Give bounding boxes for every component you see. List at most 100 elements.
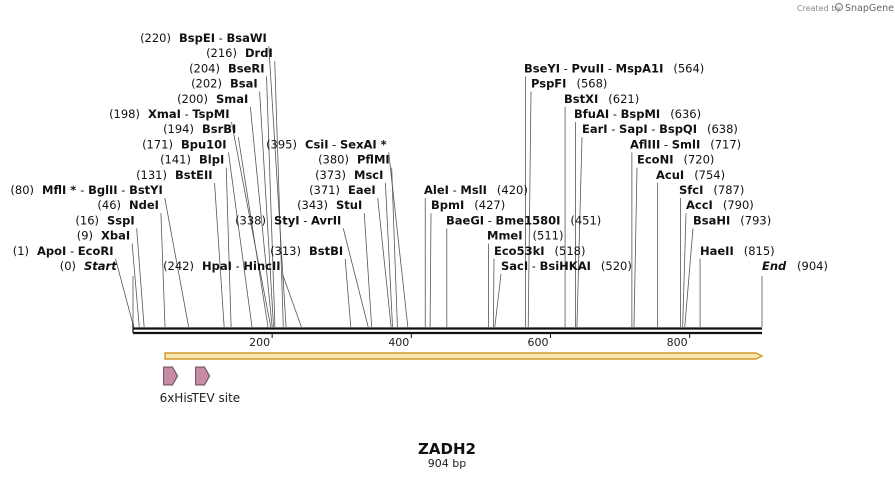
enzyme-name[interactable]: BseRI xyxy=(228,61,265,75)
arrow-right-icon[interactable] xyxy=(195,366,211,386)
site-label[interactable]: HaeII (815) xyxy=(700,244,775,258)
enzyme-name[interactable]: ApoI - EcoRI xyxy=(37,244,114,258)
enzyme-name[interactable]: SacI - BsiHKAI xyxy=(501,259,591,273)
enzyme-name[interactable]: SfcI xyxy=(679,183,703,197)
site-label[interactable]: PspFI (568) xyxy=(531,77,607,91)
site-label[interactable]: BseRI (204) xyxy=(189,61,264,75)
enzyme-name[interactable]: EcoNI xyxy=(637,153,673,167)
site-position: (202) xyxy=(191,77,222,91)
site-label[interactable]: MscI (373) xyxy=(315,168,383,182)
site-label[interactable]: BlpI (141) xyxy=(160,153,224,167)
enzyme-name[interactable]: AleI - MslI xyxy=(424,183,487,197)
site-label[interactable]: BstBI (313) xyxy=(270,244,343,258)
site-label[interactable]: SacI - BsiHKAI (520) xyxy=(501,259,632,273)
enzyme-name-part: MmeI xyxy=(487,229,523,243)
enzyme-name[interactable]: MflI * - BglII - BstYI xyxy=(42,183,163,197)
site-label[interactable]: BsaHI (793) xyxy=(693,213,771,227)
site-label[interactable]: BstEII (131) xyxy=(136,168,212,182)
enzyme-name[interactable]: HpaI - HincII xyxy=(202,259,281,273)
enzyme-name[interactable]: BaeGI - Bme1580I xyxy=(446,213,560,227)
site-label[interactable]: StuI (343) xyxy=(297,198,362,212)
enzyme-name[interactable]: BstXI xyxy=(564,92,598,106)
site-label[interactable]: AflIII - SmlI (717) xyxy=(630,137,741,151)
site-label[interactable]: SfcI (787) xyxy=(679,183,744,197)
enzyme-name[interactable]: AflIII - SmlI xyxy=(630,137,700,151)
arrow-right-icon[interactable] xyxy=(163,366,179,386)
enzyme-name[interactable]: MscI xyxy=(354,168,383,182)
orf-arrow[interactable] xyxy=(164,352,764,360)
site-label[interactable]: MmeI (511) xyxy=(487,229,563,243)
enzyme-name[interactable]: BlpI xyxy=(199,153,224,167)
site-label[interactable]: SspI (16) xyxy=(75,213,134,227)
site-label[interactable]: NdeI (46) xyxy=(97,198,159,212)
enzyme-name[interactable]: AccI xyxy=(686,198,713,212)
site-label[interactable]: BspEI - BsaWI (220) xyxy=(140,31,267,45)
enzyme-name[interactable]: XmaI - TspMI xyxy=(148,107,229,121)
site-label[interactable]: BsrBI (194) xyxy=(163,122,236,136)
site-label[interactable]: EcoNI (720) xyxy=(637,153,714,167)
enzyme-name[interactable]: DrdI xyxy=(245,46,273,60)
enzyme-name[interactable]: Start xyxy=(84,259,117,273)
site-label[interactable]: BstXI (621) xyxy=(564,92,639,106)
enzyme-name[interactable]: HaeII xyxy=(700,244,734,258)
site-label[interactable]: Bpu10I (171) xyxy=(142,137,226,151)
site-leader-line xyxy=(228,152,253,328)
enzyme-name[interactable]: BspEI - BsaWI xyxy=(179,31,267,45)
enzyme-name[interactable]: BstEII xyxy=(175,168,213,182)
feature-6xhis[interactable]: 6xHis xyxy=(160,366,193,405)
enzyme-name[interactable]: CsiI - SexAI * xyxy=(305,137,387,151)
site-label[interactable]: BsaI (202) xyxy=(191,77,258,91)
enzyme-name[interactable]: BstBI xyxy=(309,244,343,258)
site-position: (904) xyxy=(797,259,828,273)
enzyme-name[interactable]: BpmI xyxy=(431,198,464,212)
site-label[interactable]: BfuAI - BspMI (636) xyxy=(574,107,701,121)
site-label[interactable]: DrdI (216) xyxy=(206,46,273,60)
enzyme-name-part: BstEII xyxy=(175,168,213,182)
site-label[interactable]: HpaI - HincII (242) xyxy=(163,259,280,273)
enzyme-name[interactable]: PflMI xyxy=(357,153,390,167)
enzyme-name[interactable]: EarI - SapI - BspQI xyxy=(582,122,697,136)
site-position: (9) xyxy=(77,229,93,243)
site-label[interactable]: SmaI (200) xyxy=(177,92,248,106)
site-label[interactable]: Eco53kI (518) xyxy=(494,244,585,258)
enzyme-name[interactable]: XbaI xyxy=(101,229,130,243)
enzyme-name[interactable]: EaeI xyxy=(348,183,376,197)
enzyme-name[interactable]: BsaHI xyxy=(693,213,730,227)
enzyme-name-part: SacI xyxy=(501,259,528,273)
site-label[interactable]: StyI - AvrII (338) xyxy=(235,213,341,227)
site-label[interactable]: EaeI (371) xyxy=(309,183,376,197)
site-label[interactable]: MflI * - BglII - BstYI (80) xyxy=(10,183,162,197)
enzyme-name[interactable]: BsrBI xyxy=(202,122,236,136)
site-label[interactable]: CsiI - SexAI * (395) xyxy=(266,137,387,151)
enzyme-name[interactable]: BfuAI - BspMI xyxy=(574,107,660,121)
enzyme-name[interactable]: StyI - AvrII xyxy=(274,213,341,227)
enzyme-name[interactable]: StuI xyxy=(336,198,362,212)
site-label[interactable]: AccI (790) xyxy=(686,198,754,212)
enzyme-name[interactable]: PspFI xyxy=(531,77,566,91)
site-label[interactable]: XbaI (9) xyxy=(77,229,130,243)
site-label[interactable]: PflMI (380) xyxy=(318,153,390,167)
orf-arrow-shape[interactable] xyxy=(164,352,764,360)
site-label[interactable]: EarI - SapI - BspQI (638) xyxy=(582,122,738,136)
enzyme-name[interactable]: MmeI xyxy=(487,229,523,243)
site-label[interactable]: XmaI - TspMI (198) xyxy=(109,107,229,121)
site-label[interactable]: BaeGI - Bme1580I (451) xyxy=(446,213,601,227)
enzyme-name[interactable]: Bpu10I xyxy=(181,137,226,151)
enzyme-name[interactable]: Eco53kI xyxy=(494,244,545,258)
site-label[interactable]: BseYI - PvuII - MspA1I (564) xyxy=(524,61,704,75)
enzyme-name[interactable]: AcuI xyxy=(656,168,684,182)
site-label[interactable]: AleI - MslI (420) xyxy=(424,183,528,197)
enzyme-name[interactable]: BsaI xyxy=(230,77,258,91)
site-label[interactable]: End (904) xyxy=(762,259,828,273)
enzyme-name[interactable]: SmaI xyxy=(216,92,248,106)
site-label[interactable]: AcuI (754) xyxy=(656,168,725,182)
site-label[interactable]: BpmI (427) xyxy=(431,198,505,212)
enzyme-name[interactable]: End xyxy=(762,259,787,273)
enzyme-name[interactable]: NdeI xyxy=(129,198,159,212)
site-label[interactable]: Start (0) xyxy=(60,259,118,273)
enzyme-name[interactable]: BseYI - PvuII - MspA1I xyxy=(524,61,663,75)
enzyme-name[interactable]: SspI xyxy=(107,213,135,227)
feature-tev-site[interactable]: TEV site xyxy=(191,366,241,405)
site-label[interactable]: ApoI - EcoRI (1) xyxy=(13,244,114,258)
